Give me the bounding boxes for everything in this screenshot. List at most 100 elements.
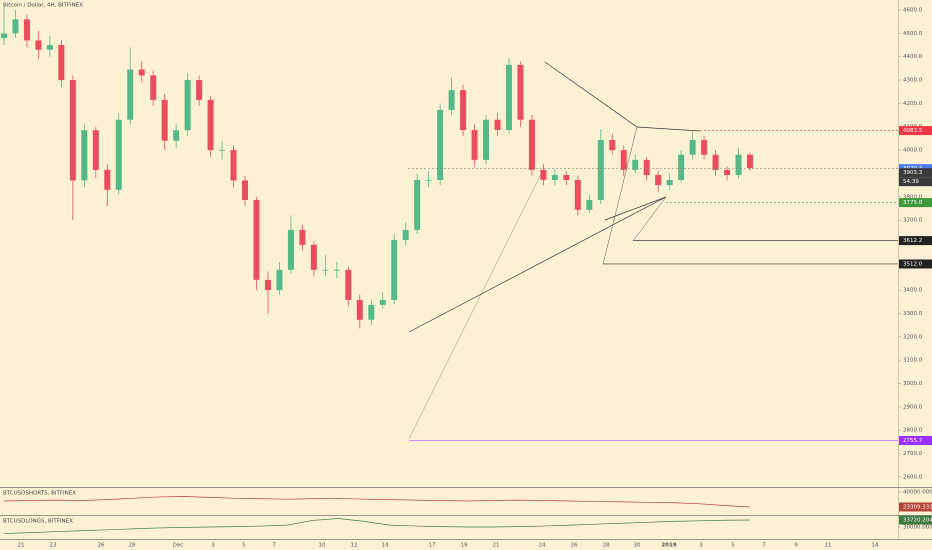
- candle-body: [391, 239, 398, 300]
- x-tick-label: 12: [351, 543, 358, 549]
- x-tick-label: 30: [634, 543, 641, 549]
- candle-body: [184, 80, 191, 131]
- candle-body: [196, 80, 203, 100]
- candle-body: [643, 159, 650, 176]
- candle-body: [81, 130, 88, 181]
- y-tick-label: 2600.0: [903, 474, 923, 480]
- x-tick-label: 3: [211, 543, 215, 549]
- price-tag: [899, 168, 932, 178]
- candle-body: [437, 109, 444, 180]
- candle-body: [138, 69, 145, 76]
- y-tick-label: 3800.0: [903, 194, 923, 200]
- y-tick-label: 30000.0000: [903, 525, 932, 531]
- trend-line: [602, 126, 638, 265]
- candle-body: [345, 269, 352, 300]
- candle-body: [678, 154, 685, 180]
- candle-body: [242, 180, 249, 201]
- candle-body: [12, 19, 19, 34]
- candle-body: [563, 175, 570, 180]
- y-tick-label: 4500.0: [903, 31, 923, 37]
- candle-body: [551, 175, 558, 180]
- candle-body: [127, 69, 134, 120]
- price-tag-label: 3512.0: [903, 261, 923, 267]
- candle-body: [333, 269, 340, 271]
- candle-body: [494, 119, 501, 131]
- candle-body: [35, 40, 42, 50]
- x-tick-label: 11: [825, 543, 832, 549]
- y-tick-label: 4000.0: [903, 148, 923, 154]
- candle-body: [414, 179, 421, 230]
- x-tick-label: 23: [50, 543, 57, 549]
- candle-body: [540, 169, 547, 180]
- x-tick-label: 7: [762, 543, 766, 549]
- candle-body: [586, 200, 593, 210]
- candle-body: [735, 154, 742, 176]
- x-tick-label: 5: [242, 543, 246, 549]
- candle-body: [276, 269, 283, 291]
- x-tick-label: 28: [603, 543, 610, 549]
- drawings: [408, 61, 701, 440]
- price-tag-label: 2755.7: [903, 438, 923, 444]
- candle-body: [299, 229, 306, 245]
- y-tick-label: 2800.0: [903, 428, 923, 434]
- y-tick-label: 3700.0: [903, 218, 923, 224]
- candle-body: [69, 80, 76, 181]
- candle-body: [310, 244, 317, 270]
- y-tick-label: 3400.0: [903, 288, 923, 294]
- x-tick-label: 28: [129, 543, 136, 549]
- x-tick-label: 14: [382, 543, 389, 549]
- trend-line: [604, 196, 667, 221]
- candle-body: [58, 45, 65, 81]
- candle-body: [632, 159, 639, 170]
- price-tag: [899, 236, 932, 246]
- price-tag-label: 3903.3: [903, 170, 923, 176]
- price-tag-label: 3612.2: [903, 238, 922, 244]
- x-tick-label: 7: [272, 543, 276, 549]
- x-tick-label: 14: [872, 543, 879, 549]
- indicator-line: [3, 496, 751, 508]
- price-tag-label: 33720.2040: [903, 518, 932, 524]
- candle-body: [253, 200, 260, 280]
- candle-body: [368, 304, 375, 320]
- candle-body: [574, 179, 581, 210]
- y-tick-label: 2700.0: [903, 451, 923, 457]
- candle-body: [115, 119, 122, 190]
- candle-body: [161, 99, 168, 141]
- indicator-line: [3, 518, 751, 534]
- price-tag: [899, 259, 932, 269]
- candle-body: [448, 90, 455, 110]
- x-tick-label: 17: [429, 543, 436, 549]
- trend-line: [408, 169, 544, 440]
- candle-body: [747, 154, 753, 169]
- x-tick-label: 5: [731, 543, 735, 549]
- y-tick-label: 40000.0000: [903, 489, 932, 495]
- countdown-tag: [899, 177, 932, 187]
- candle-body: [287, 229, 294, 270]
- chart-title: Bitcoin / Dollar, 4H, BITFINEX: [3, 3, 83, 9]
- candle-body: [483, 119, 490, 160]
- candle-body: [207, 99, 214, 151]
- candle-body: [322, 269, 329, 271]
- candle-body: [402, 229, 409, 240]
- price-tag-label: 3775.0: [903, 200, 923, 206]
- x-tick-label: 2019: [661, 543, 676, 549]
- candle-body: [264, 279, 271, 291]
- candle-body: [517, 64, 524, 120]
- candle-body: [460, 90, 467, 131]
- candle-body: [701, 140, 708, 155]
- price-tag-label: 4083.5: [903, 128, 923, 134]
- price-tag: [899, 502, 932, 512]
- x-tick-label: Dec: [173, 543, 184, 549]
- candle-body: [23, 19, 30, 41]
- x-tick-label: 3: [699, 543, 703, 549]
- x-tick-label: 9: [794, 543, 798, 549]
- x-tick-label: 26: [571, 543, 578, 549]
- trend-line: [544, 61, 638, 128]
- candle-body: [471, 130, 478, 160]
- candle-body: [230, 150, 237, 181]
- candle-body: [425, 179, 432, 181]
- y-tick-label: 4400.0: [903, 54, 923, 60]
